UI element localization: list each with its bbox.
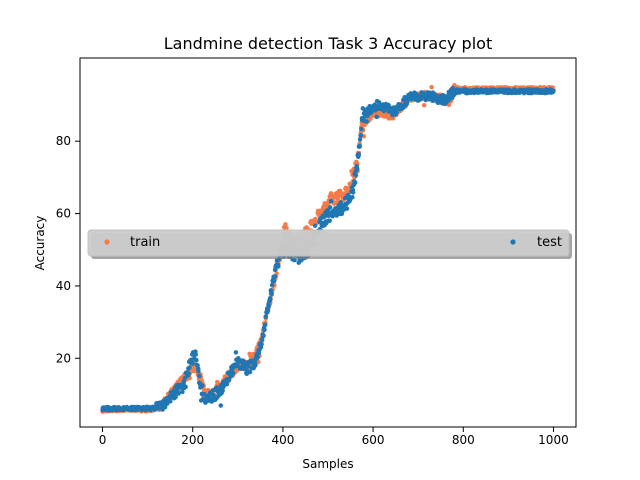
test-point — [233, 350, 239, 355]
test-point — [196, 369, 201, 374]
test-point — [265, 308, 271, 313]
test-point — [356, 152, 361, 157]
x-tick-label: 0 — [99, 433, 107, 447]
test-point — [269, 291, 274, 296]
test-point — [344, 206, 350, 211]
test-point — [276, 264, 281, 269]
series-test — [100, 85, 556, 413]
test-point — [261, 333, 266, 338]
train-point — [421, 102, 427, 108]
train-point — [214, 379, 220, 385]
y-tick-label: 80 — [56, 134, 71, 148]
test-point — [176, 391, 181, 396]
test-point — [156, 406, 162, 411]
legend-train-marker — [104, 239, 110, 245]
train-point — [328, 191, 334, 196]
test-point — [259, 342, 264, 347]
y-tick-label: 40 — [56, 279, 71, 293]
y-axis-label: Accuracy — [33, 216, 47, 271]
test-point — [180, 389, 185, 395]
train-point — [284, 225, 289, 231]
test-point — [263, 314, 268, 319]
x-axis-label: Samples — [302, 457, 353, 471]
x-tick-label: 800 — [452, 433, 475, 447]
x-tick-label: 600 — [362, 433, 385, 447]
test-point — [364, 119, 369, 124]
legend-test-label: test — [537, 235, 562, 250]
test-point — [218, 403, 224, 408]
plot-frame — [79, 57, 577, 428]
x-tick-label: 1000 — [538, 433, 569, 447]
test-point — [193, 352, 198, 357]
test-point — [266, 303, 272, 309]
test-point — [247, 369, 253, 375]
test-point — [353, 173, 359, 178]
train-point — [368, 116, 373, 122]
x-tick-label: 400 — [271, 433, 294, 447]
test-point — [195, 363, 200, 368]
test-point — [255, 355, 260, 360]
axes-layer: 0 200 400 600 800 1000 20 40 60 80 — [56, 134, 569, 447]
legend-test-marker — [510, 239, 516, 245]
chart-title: Landmine detection Task 3 Accuracy plot — [164, 34, 492, 53]
test-point — [350, 194, 355, 200]
plot-area — [79, 57, 577, 428]
legend-train-label: train — [130, 235, 160, 250]
test-point — [322, 214, 328, 219]
test-point — [202, 391, 207, 397]
test-point — [162, 404, 168, 410]
test-point — [262, 322, 268, 328]
test-point — [359, 126, 364, 132]
test-point — [187, 365, 192, 370]
test-point — [352, 180, 358, 185]
test-point — [269, 282, 275, 288]
test-point — [190, 361, 195, 366]
test-point — [183, 384, 188, 390]
test-point — [173, 394, 178, 400]
test-point — [374, 114, 379, 120]
test-point — [394, 110, 399, 115]
test-point — [328, 199, 334, 204]
test-point — [186, 371, 191, 376]
test-point — [231, 371, 236, 376]
test-point — [551, 88, 556, 94]
test-point — [271, 278, 277, 284]
test-point — [338, 200, 344, 205]
test-point — [220, 388, 225, 394]
test-point — [200, 383, 205, 388]
test-point — [327, 205, 333, 210]
train-point — [283, 222, 288, 227]
test-point — [224, 381, 230, 387]
train-point — [342, 191, 347, 196]
test-point — [168, 399, 173, 404]
test-point — [312, 223, 318, 228]
test-point — [357, 137, 363, 142]
test-point — [272, 274, 278, 279]
legend-box — [87, 229, 570, 257]
test-point — [194, 357, 199, 363]
test-point — [226, 377, 232, 383]
test-point — [253, 362, 258, 368]
test-point — [245, 364, 251, 369]
test-point — [267, 295, 273, 301]
test-point — [197, 373, 202, 379]
y-tick-label: 20 — [56, 351, 71, 365]
train-point — [429, 84, 434, 90]
test-point — [355, 166, 360, 172]
legend: train test — [87, 229, 572, 259]
test-point — [357, 143, 362, 149]
test-point — [358, 133, 364, 138]
y-tick-label: 60 — [56, 207, 71, 221]
test-point — [327, 218, 332, 224]
points-layer — [100, 82, 556, 414]
test-point — [350, 190, 356, 195]
test-point — [262, 327, 267, 333]
x-tick-label: 200 — [181, 433, 204, 447]
